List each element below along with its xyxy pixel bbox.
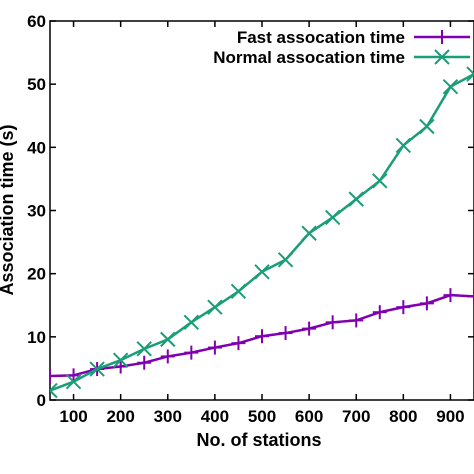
data-point bbox=[160, 331, 176, 348]
data-point bbox=[207, 299, 223, 315]
data-point bbox=[443, 288, 458, 303]
legend-label-normal: Normal assocation time bbox=[213, 48, 405, 67]
x-tick-label: 300 bbox=[154, 407, 182, 426]
data-point bbox=[302, 321, 317, 336]
x-tick-label: 600 bbox=[295, 407, 323, 426]
data-point bbox=[50, 368, 57, 383]
data-point bbox=[254, 264, 270, 280]
y-tick-label: 10 bbox=[27, 328, 46, 347]
data-point bbox=[184, 345, 199, 360]
data-point bbox=[255, 329, 269, 344]
x-tick-label: 900 bbox=[436, 407, 464, 426]
data-point bbox=[65, 373, 82, 390]
data-point bbox=[372, 305, 387, 320]
y-tick-label: 50 bbox=[27, 75, 46, 94]
x-tick-label: 100 bbox=[59, 407, 87, 426]
data-point bbox=[278, 326, 293, 341]
data-point bbox=[348, 191, 364, 207]
data-point bbox=[231, 336, 246, 351]
y-tick-label: 20 bbox=[27, 265, 46, 284]
data-point bbox=[349, 313, 364, 328]
legend: Fast assocation time Normal assocation t… bbox=[213, 28, 470, 67]
data-point bbox=[372, 173, 388, 189]
data-point bbox=[230, 283, 247, 300]
legend-sample-fast bbox=[414, 30, 470, 44]
x-tick-label: 200 bbox=[106, 407, 134, 426]
data-point bbox=[419, 296, 434, 311]
data-point bbox=[395, 137, 412, 154]
x-axis-title: No. of stations bbox=[197, 430, 322, 450]
data-point bbox=[183, 314, 200, 331]
data-point bbox=[325, 315, 340, 330]
data-point bbox=[89, 361, 105, 377]
data-point bbox=[137, 355, 152, 370]
legend-sample-normal bbox=[414, 49, 470, 65]
y-tick-label: 0 bbox=[37, 391, 46, 410]
series-layer bbox=[50, 66, 474, 399]
data-point bbox=[112, 352, 129, 368]
legend-label-fast: Fast assocation time bbox=[237, 28, 405, 47]
data-point bbox=[396, 300, 411, 315]
y-tick-label: 40 bbox=[27, 138, 46, 157]
legend-marker bbox=[434, 49, 450, 65]
data-point bbox=[207, 340, 222, 355]
y-axis-title: Association time (s) bbox=[0, 124, 17, 295]
data-point bbox=[442, 78, 459, 95]
y-tick-label: 30 bbox=[27, 202, 46, 221]
data-point bbox=[467, 289, 474, 304]
data-point bbox=[324, 209, 341, 226]
data-point bbox=[466, 66, 474, 82]
data-point bbox=[136, 341, 152, 357]
legend-marker bbox=[435, 30, 449, 44]
x-tick-label: 700 bbox=[342, 407, 370, 426]
x-tick-label: 400 bbox=[201, 407, 229, 426]
data-point bbox=[301, 225, 317, 241]
data-point bbox=[113, 359, 128, 374]
y-tick-label: 60 bbox=[27, 12, 46, 31]
x-tick-label: 500 bbox=[248, 407, 276, 426]
x-tick-label: 800 bbox=[389, 407, 417, 426]
data-point bbox=[277, 252, 294, 268]
data-point bbox=[160, 349, 175, 364]
data-point bbox=[66, 368, 81, 383]
data-point bbox=[50, 382, 58, 399]
data-point bbox=[419, 118, 435, 135]
axis-ticks: 0 10 20 30 40 50 60 100 200 300 400 500 600 700 800 900… bbox=[27, 12, 474, 426]
